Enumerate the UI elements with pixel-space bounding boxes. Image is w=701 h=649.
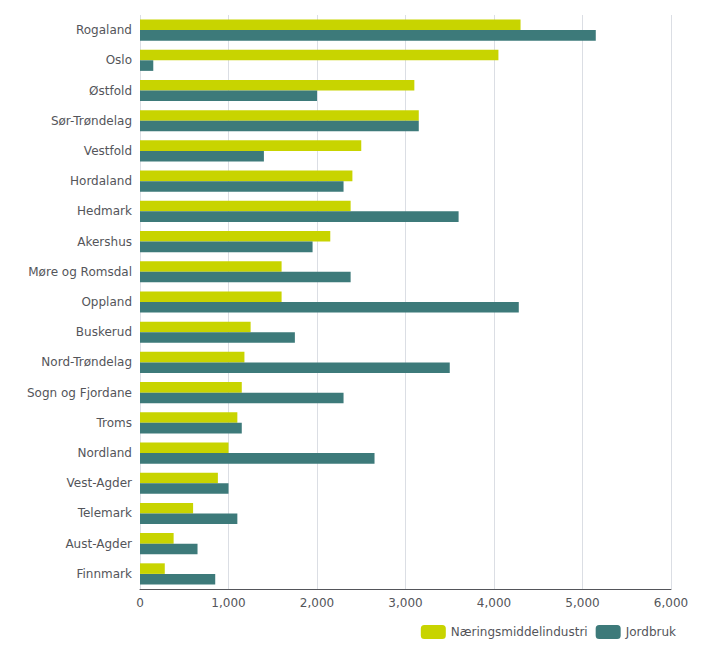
svg-text:Jordbruk: Jordbruk <box>625 625 676 639</box>
svg-text:Oppland: Oppland <box>81 295 132 309</box>
svg-text:Aust-Agder: Aust-Agder <box>65 537 132 551</box>
svg-text:Nordland: Nordland <box>77 446 132 460</box>
svg-text:Nord-Trøndelag: Nord-Trøndelag <box>41 355 132 369</box>
svg-text:Akershus: Akershus <box>77 235 132 249</box>
svg-text:Sør-Trøndelag: Sør-Trøndelag <box>51 114 132 128</box>
svg-text:Sogn og Fjordane: Sogn og Fjordane <box>27 386 132 400</box>
svg-text:Troms: Troms <box>95 416 132 430</box>
svg-text:Østfold: Østfold <box>89 84 132 98</box>
svg-text:Næringsmiddelindustri: Næringsmiddelindustri <box>451 625 588 639</box>
svg-text:Finnmark: Finnmark <box>77 567 133 581</box>
svg-text:3,000: 3,000 <box>388 596 422 610</box>
svg-text:Oslo: Oslo <box>106 53 132 67</box>
svg-text:5,000: 5,000 <box>565 596 599 610</box>
svg-text:6,000: 6,000 <box>654 596 688 610</box>
svg-text:Møre og Romsdal: Møre og Romsdal <box>28 265 132 279</box>
svg-text:Buskerud: Buskerud <box>76 325 132 339</box>
svg-text:Hedmark: Hedmark <box>77 204 132 218</box>
svg-text:Vestfold: Vestfold <box>84 144 132 158</box>
svg-text:Vest-Agder: Vest-Agder <box>67 476 133 490</box>
svg-text:2,000: 2,000 <box>300 596 334 610</box>
svg-text:Rogaland: Rogaland <box>76 23 132 37</box>
svg-text:4,000: 4,000 <box>477 596 511 610</box>
svg-text:1,000: 1,000 <box>211 596 245 610</box>
svg-text:Telemark: Telemark <box>77 506 132 520</box>
svg-text:0: 0 <box>136 596 144 610</box>
svg-text:Hordaland: Hordaland <box>70 174 132 188</box>
